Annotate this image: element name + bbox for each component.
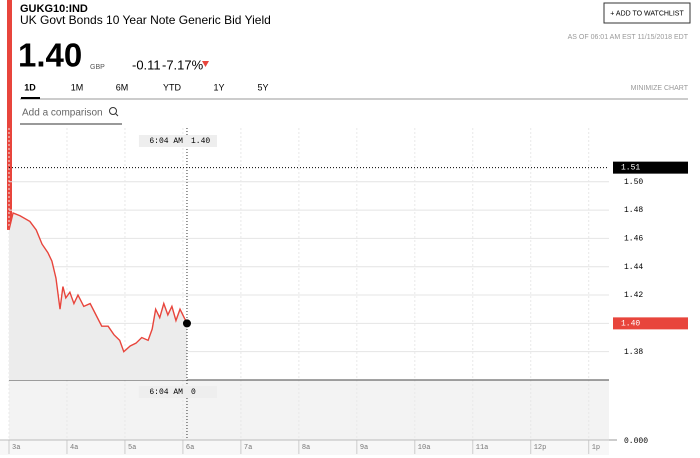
search-icon[interactable] [109, 107, 117, 115]
tab[interactable]: 5Y [257, 82, 268, 92]
x-axis-band [0, 440, 609, 455]
search-icon-handle [115, 113, 119, 117]
line [8, 211, 188, 353]
comparison-input[interactable]: Add a comparison [22, 108, 103, 119]
security-name: UK Govt Bonds 10 Year Note Generic Bid Y… [20, 13, 271, 27]
crosshair-value: 1.40 [191, 137, 210, 146]
y-tick-label: 1.48 [624, 206, 643, 215]
crosshair-value: 0 [191, 388, 196, 397]
tab[interactable]: YTD [163, 82, 182, 92]
edge-bar [7, 0, 12, 230]
y-tick-label: 1.38 [624, 348, 643, 357]
prev-close-box [613, 161, 688, 174]
x-tick-label: 7a [244, 444, 252, 452]
tab[interactable]: 1M [71, 82, 84, 92]
watchlist-button[interactable] [603, 2, 691, 24]
change: -0.11 [132, 57, 161, 72]
minimize-chart[interactable]: MINIMIZE CHART [631, 85, 689, 92]
y-tick-label: 1.44 [624, 263, 643, 272]
chart: BloombergMarkets1.381.401.421.441.461.48… [0, 0, 688, 455]
x-tick-label: 6a [186, 444, 194, 452]
last-value-box [613, 317, 688, 330]
last-value-label: 1.40 [621, 319, 640, 328]
crosshair-time: 6:04 AM [149, 137, 183, 146]
x-tick-label: 10a [418, 444, 431, 452]
y-tick-label: 1.46 [624, 235, 643, 244]
x-tick-label: 9a [360, 444, 368, 452]
tabs: 1D 1M 6M YTD 1Y 5Y [24, 82, 268, 92]
as-of: AS OF 06:01 AM EST 11/15/2018 EDT [568, 34, 689, 41]
volume-tick-label: 0.000 [624, 437, 648, 446]
watchlist-label[interactable]: + ADD TO WATCHLIST [610, 10, 684, 17]
tab[interactable]: 1Y [213, 82, 224, 92]
crosshair-dot [182, 319, 191, 328]
currency: GBP [90, 64, 105, 71]
crosshair-label-bg [138, 386, 217, 398]
change-pct: -7.17% [162, 57, 204, 72]
x-tick-label: 3a [12, 444, 20, 452]
tab[interactable]: 6M [116, 82, 129, 92]
x-tick-label: 11a [476, 444, 489, 452]
x-tick-label: 12p [534, 444, 547, 452]
ticker: GUKG10:IND [20, 3, 88, 15]
x-tick-label: 4a [70, 444, 78, 452]
x-tick-label: 5a [128, 444, 136, 452]
y-tick-label: 1.42 [624, 291, 643, 300]
tab[interactable]: 1D [24, 82, 36, 92]
price: 1.40 [18, 37, 82, 74]
volume-pane [9, 380, 609, 440]
crosshair-time: 6:04 AM [149, 388, 183, 397]
x-tick-label: 8a [302, 444, 310, 452]
prev-close-label: 1.51 [621, 164, 640, 173]
y-tick-label: 1.50 [624, 178, 643, 187]
down-arrow [202, 61, 209, 67]
crosshair-label-bg [138, 135, 217, 147]
x-tick-label: 1p [592, 444, 600, 452]
